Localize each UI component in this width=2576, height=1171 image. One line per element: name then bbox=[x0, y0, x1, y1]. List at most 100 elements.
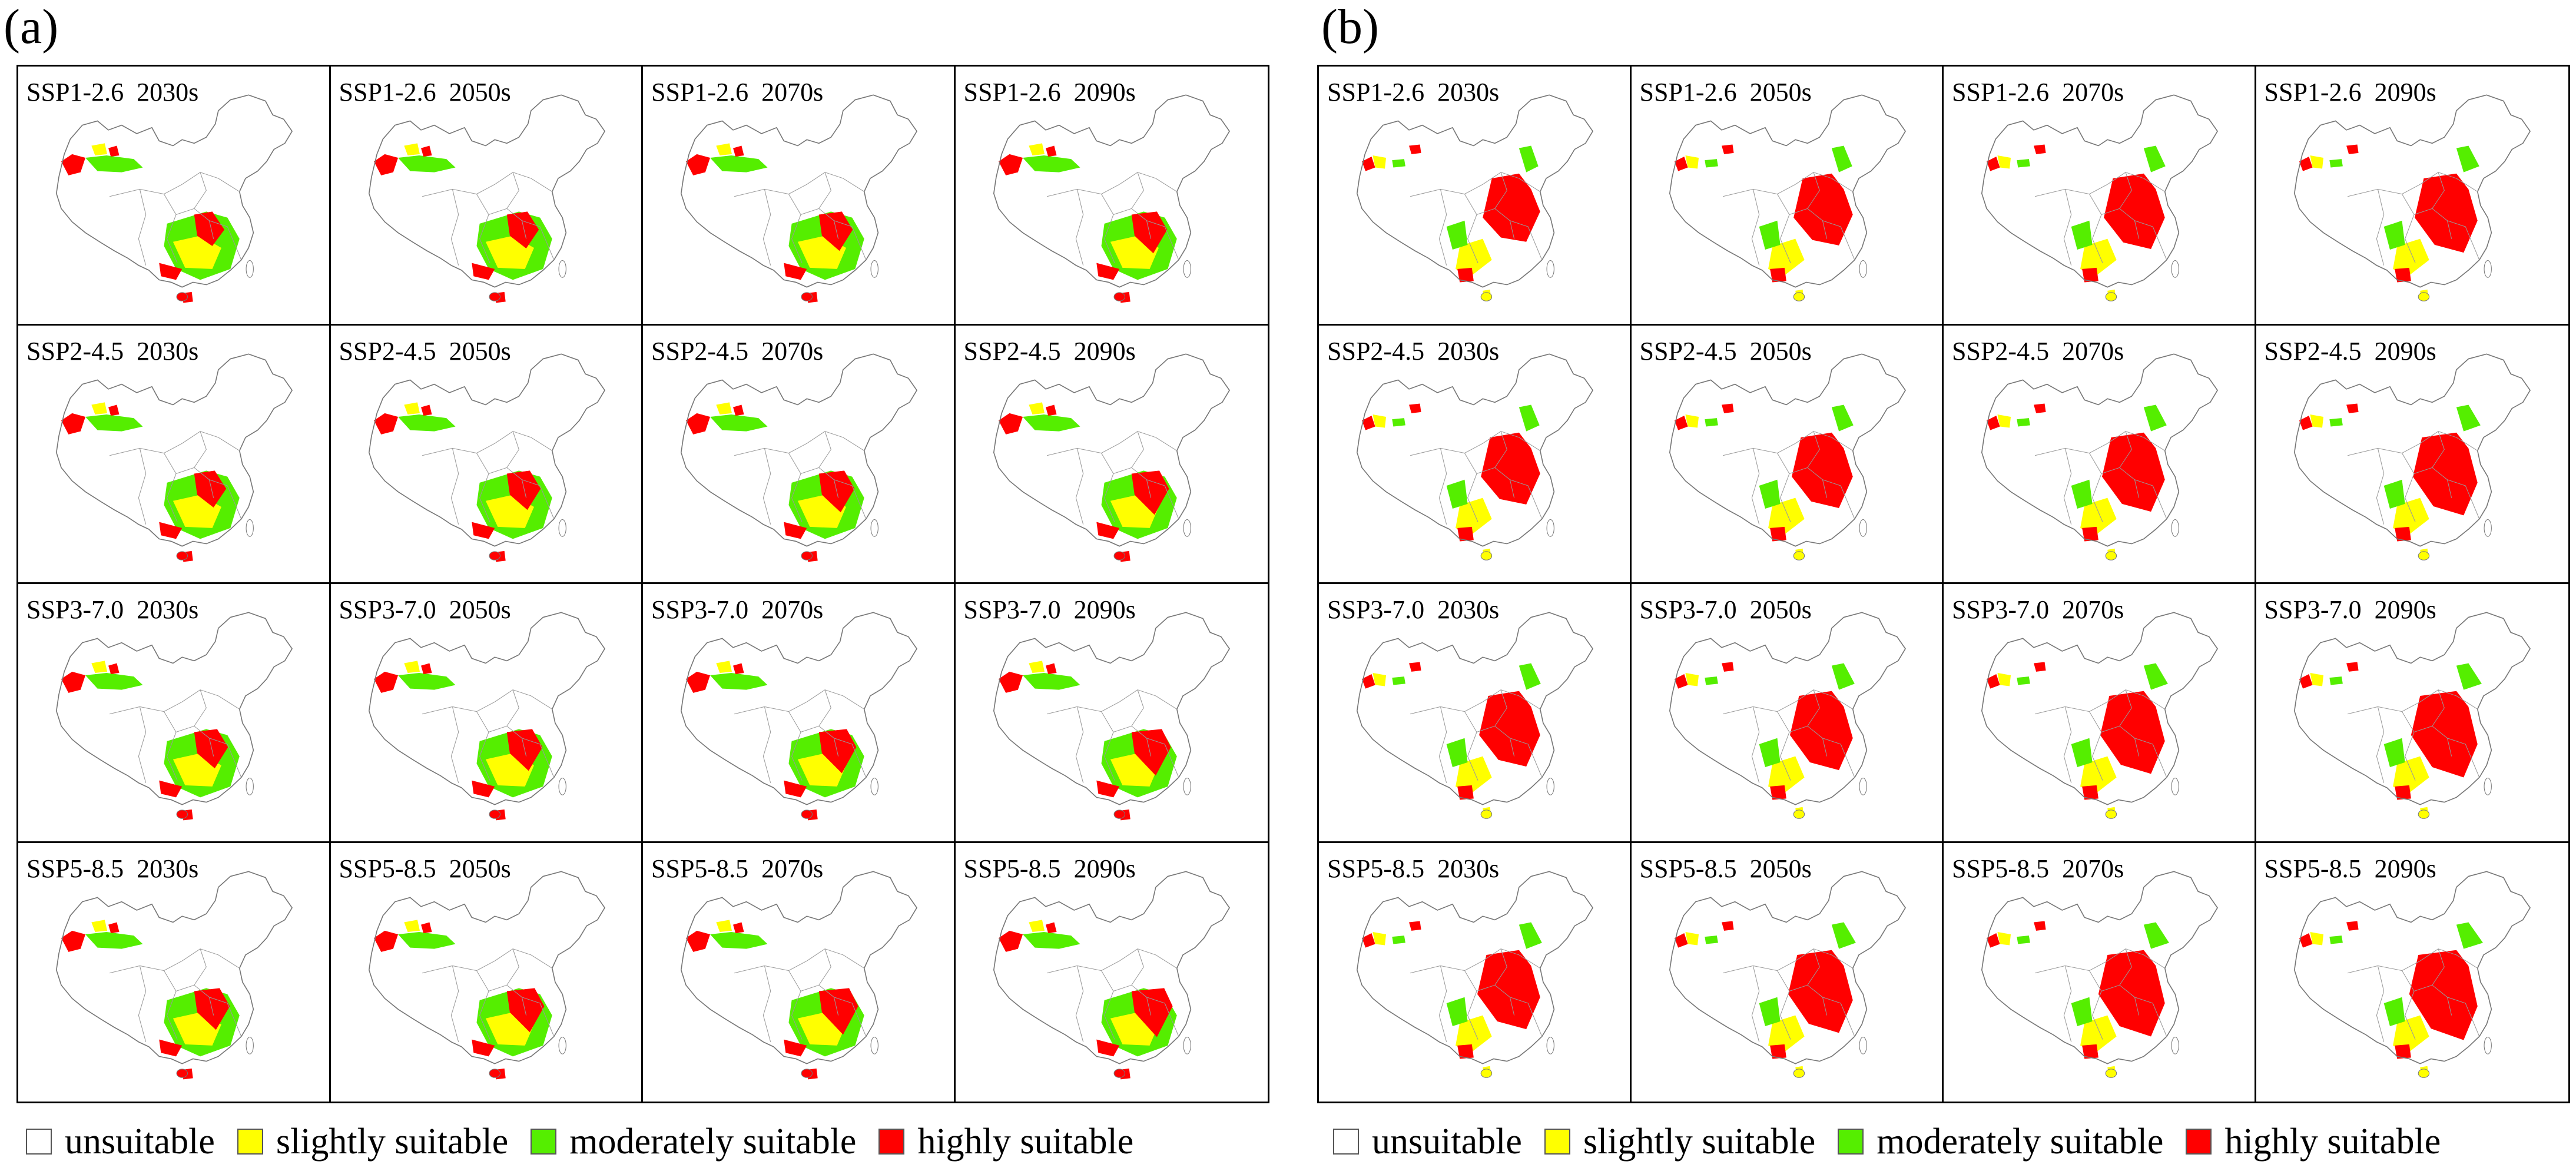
suitability-patch bbox=[1831, 922, 1856, 949]
province-border bbox=[834, 220, 867, 260]
legend-swatch-highly bbox=[2186, 1129, 2212, 1155]
province-border bbox=[1410, 960, 1483, 973]
suitability-patch bbox=[420, 663, 432, 674]
suitability-patch bbox=[2017, 159, 2030, 168]
province-border bbox=[494, 172, 552, 192]
province-border bbox=[2092, 990, 2103, 1040]
province-border bbox=[1119, 689, 1177, 709]
map-cell: SSP5-8.5 2030s bbox=[1319, 842, 1632, 1102]
suitability-patch bbox=[1131, 729, 1171, 776]
province-border bbox=[521, 996, 554, 1037]
province-border bbox=[1779, 473, 1791, 522]
hainan-island bbox=[2418, 550, 2429, 560]
suitability-patch bbox=[159, 263, 183, 280]
map-cell: SSP3-7.0 2070s bbox=[643, 584, 956, 843]
province-border bbox=[138, 189, 147, 266]
map-cell: SSP3-7.0 2030s bbox=[1319, 584, 1632, 843]
province-border bbox=[2431, 431, 2445, 468]
suitability-patch bbox=[2100, 691, 2165, 774]
suitability-patch bbox=[2071, 997, 2093, 1026]
suitability-patch bbox=[1759, 997, 1781, 1026]
china-suitability-map bbox=[55, 94, 293, 303]
province-border bbox=[1795, 430, 1853, 451]
country-outline bbox=[368, 94, 605, 288]
taiwan-island bbox=[870, 519, 878, 537]
province-border bbox=[2134, 996, 2167, 1037]
suitability-patch bbox=[2346, 662, 2359, 672]
province-border bbox=[1100, 452, 1151, 498]
province-border bbox=[834, 738, 867, 778]
suitability-patch bbox=[173, 235, 221, 269]
legend-item: moderately suitable bbox=[531, 1121, 856, 1163]
taiwan-island bbox=[246, 260, 254, 278]
country-outline bbox=[368, 612, 605, 805]
province-border bbox=[2431, 948, 2445, 986]
scenario-period-label: SSP3-7.0 2050s bbox=[339, 595, 511, 624]
province-border bbox=[506, 689, 519, 727]
suitability-patch bbox=[420, 922, 432, 933]
suitability-patch bbox=[1457, 1044, 1474, 1059]
province-border bbox=[818, 431, 831, 468]
china-suitability-map bbox=[1669, 94, 1906, 301]
province-border bbox=[1779, 990, 1791, 1040]
suitability-patch bbox=[1997, 931, 2011, 946]
suitability-patch bbox=[2034, 920, 2046, 931]
taiwan-island bbox=[2484, 778, 2492, 795]
suitability-patch bbox=[1997, 672, 2011, 686]
map-cell: SSP5-8.5 2090s bbox=[956, 843, 1268, 1102]
suitability-patch bbox=[2383, 997, 2405, 1026]
province-border bbox=[806, 172, 865, 192]
suitability-patch bbox=[1721, 920, 1734, 931]
province-border bbox=[1146, 738, 1179, 778]
suitability-patch bbox=[194, 211, 225, 246]
province-border bbox=[1795, 948, 1853, 968]
province-border bbox=[181, 689, 240, 709]
suitability-patch bbox=[194, 729, 228, 769]
legend-label: slightly suitable bbox=[1583, 1121, 1816, 1162]
china-suitability-map bbox=[1356, 870, 1594, 1078]
taiwan-island bbox=[246, 778, 254, 795]
suitability-patch bbox=[1674, 157, 1688, 171]
suitability-patch bbox=[1685, 931, 1699, 946]
scenario-period-label: SSP1-2.6 2090s bbox=[963, 78, 1136, 107]
suitability-patch bbox=[1456, 238, 1492, 277]
province-border bbox=[2063, 189, 2072, 266]
suitability-patch bbox=[998, 930, 1023, 952]
country-outline bbox=[2293, 612, 2531, 805]
province-border bbox=[1494, 172, 1507, 209]
hainan-island bbox=[801, 1068, 813, 1078]
suitability-patch bbox=[471, 522, 495, 539]
suitability-patch bbox=[1674, 674, 1688, 689]
province-border bbox=[1482, 172, 1541, 192]
province-border bbox=[2134, 479, 2167, 519]
province-border bbox=[2404, 732, 2416, 781]
province-border bbox=[1806, 431, 1820, 468]
suitability-patch bbox=[1456, 497, 1492, 535]
map-cell: SSP5-8.5 2090s bbox=[2256, 843, 2569, 1102]
suitability-patch bbox=[2102, 432, 2165, 512]
province-border bbox=[479, 990, 490, 1040]
province-border bbox=[791, 214, 803, 263]
country-outline bbox=[993, 353, 1230, 547]
suitability-patch bbox=[61, 154, 86, 175]
map-cell: SSP2-4.5 2030s bbox=[1319, 325, 1632, 584]
suitability-patch bbox=[2411, 691, 2478, 778]
suitability-patch bbox=[2392, 497, 2429, 535]
province-border bbox=[138, 706, 147, 783]
map-cell: SSP1-2.6 2090s bbox=[2256, 67, 2568, 326]
province-border bbox=[2119, 172, 2132, 209]
suitability-patch bbox=[2329, 935, 2343, 944]
suitability-patch bbox=[2329, 676, 2343, 685]
province-border bbox=[2347, 960, 2421, 973]
suitability-patch bbox=[710, 931, 768, 949]
scenario-period-label: SSP2-4.5 2030s bbox=[26, 336, 199, 366]
suitability-patch bbox=[716, 919, 732, 932]
suitability-patch bbox=[686, 671, 711, 693]
suitability-patch bbox=[1409, 920, 1421, 931]
province-border bbox=[1822, 479, 1855, 519]
hainan-island bbox=[1480, 1068, 1493, 1078]
scenario-period-label: SSP2-4.5 2030s bbox=[1327, 336, 1500, 366]
scenario-period-label: SSP3-7.0 2070s bbox=[651, 595, 824, 624]
suitability-patch bbox=[1045, 922, 1057, 933]
suitability-patch bbox=[716, 143, 732, 155]
